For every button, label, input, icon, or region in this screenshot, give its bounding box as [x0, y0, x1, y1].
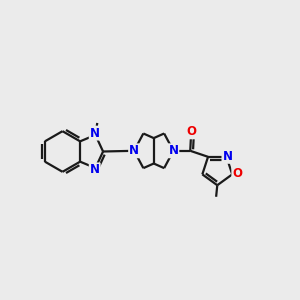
Text: N: N	[90, 127, 100, 140]
Text: O: O	[186, 125, 196, 138]
Text: N: N	[222, 150, 233, 163]
Text: N: N	[129, 144, 139, 157]
Text: O: O	[232, 167, 242, 180]
Text: N: N	[90, 164, 100, 176]
Text: N: N	[168, 144, 178, 157]
